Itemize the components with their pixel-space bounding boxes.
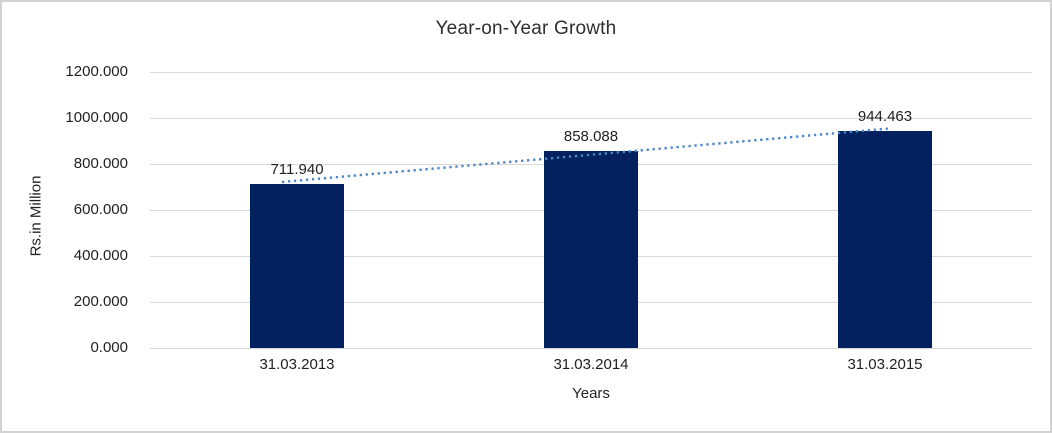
y-tick-label: 1000.000 — [65, 109, 128, 126]
bar-value-label: 858.088 — [563, 128, 619, 145]
y-tick-label: 1200.000 — [65, 63, 128, 80]
bar-value-label: 711.940 — [270, 161, 324, 178]
x-tick-label: 31.03.2013 — [259, 356, 335, 373]
bar — [544, 151, 638, 348]
bar — [250, 184, 344, 348]
chart-title: Year-on-Year Growth — [435, 18, 617, 39]
gridline — [150, 72, 1032, 73]
y-tick-label: 400.000 — [73, 247, 128, 264]
bar-value-label: 944.463 — [857, 108, 913, 125]
gridline — [150, 348, 1032, 349]
gridline — [150, 118, 1032, 119]
y-tick-label: 600.000 — [73, 201, 128, 218]
y-tick-label: 0.000 — [90, 339, 128, 356]
bar — [838, 131, 932, 348]
x-axis-title: Years — [572, 385, 610, 402]
x-tick-label: 31.03.2015 — [847, 356, 923, 373]
y-tick-label: 800.000 — [73, 155, 128, 172]
y-tick-label: 200.000 — [73, 293, 128, 310]
x-tick-label: 31.03.2014 — [553, 356, 629, 373]
